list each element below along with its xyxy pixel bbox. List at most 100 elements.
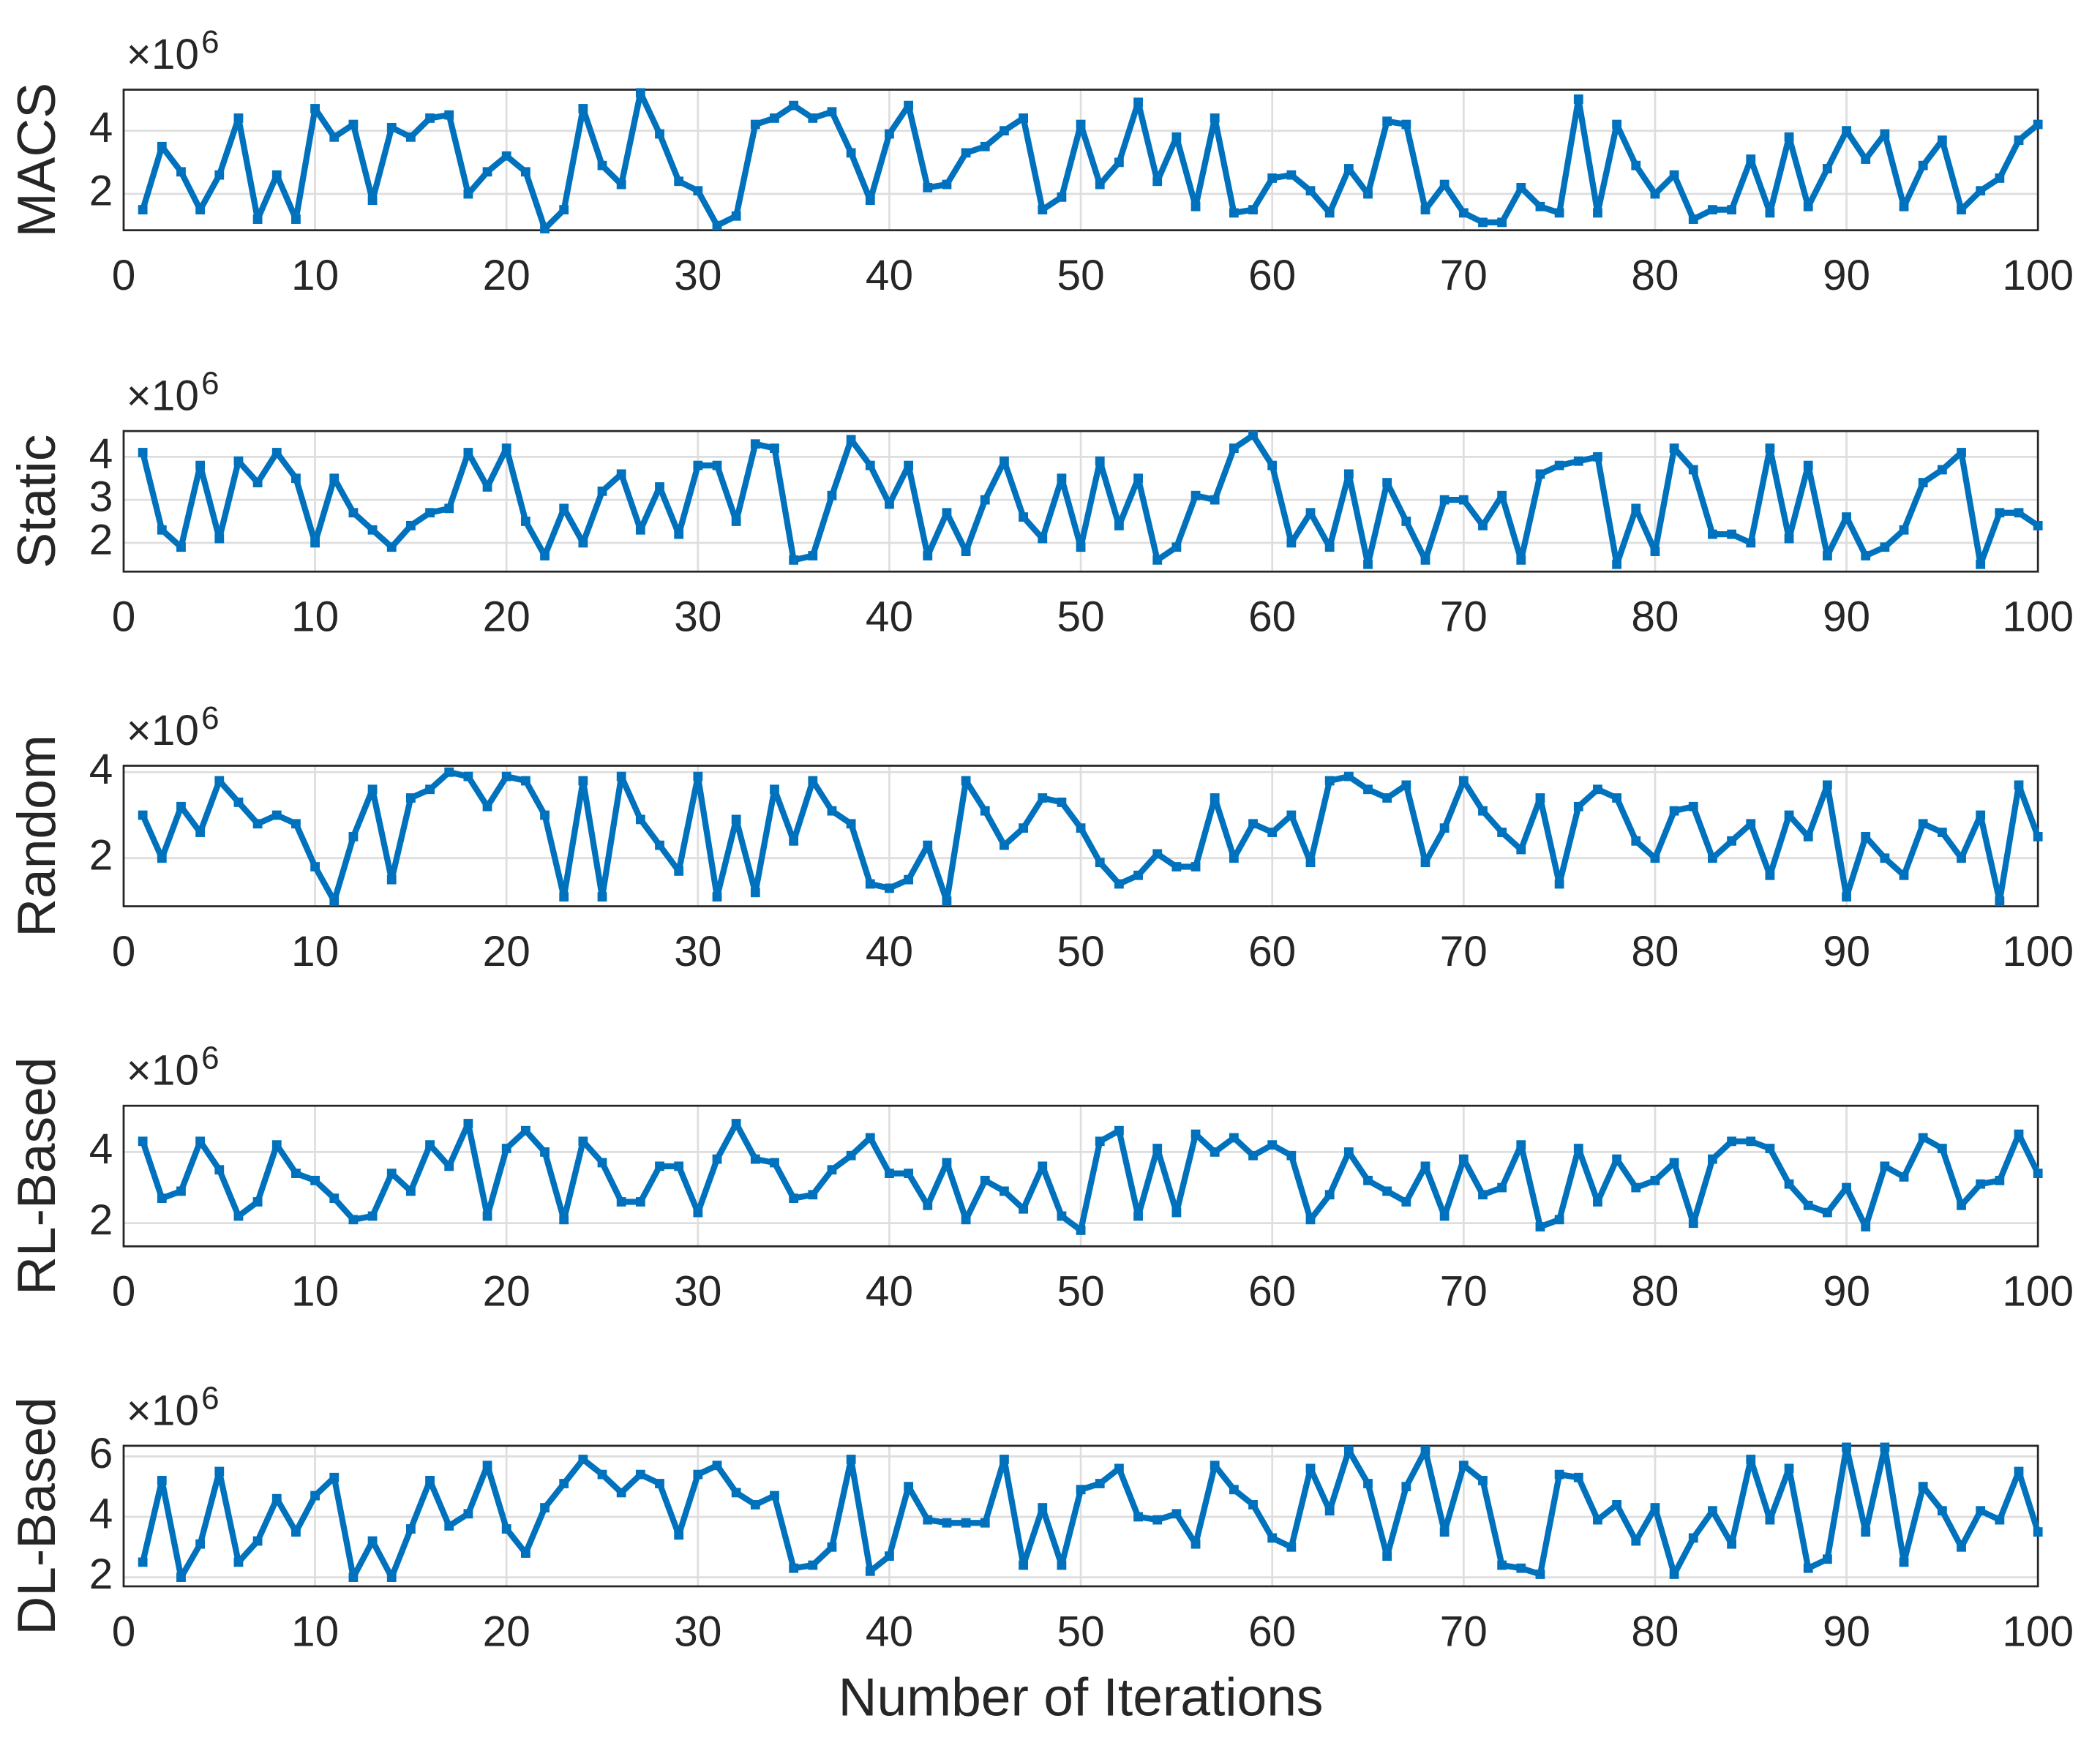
data-point (674, 866, 684, 876)
data-point (1669, 170, 1679, 180)
data-point (1593, 1197, 1602, 1207)
data-point (578, 538, 588, 548)
y-exponent: 6 (201, 365, 219, 401)
data-point (1439, 1211, 1450, 1221)
data-point (1918, 1133, 1928, 1143)
data-point (310, 1491, 320, 1501)
data-point (214, 170, 225, 180)
data-point (348, 1572, 359, 1582)
data-point (138, 1557, 148, 1567)
data-point (2033, 520, 2043, 530)
data-point (2033, 119, 2043, 130)
data-point (865, 879, 875, 889)
data-point (482, 167, 492, 177)
data-point (1305, 1215, 1316, 1225)
data-point (1899, 1172, 1909, 1182)
data-point (1401, 517, 1411, 526)
data-point (655, 1161, 664, 1171)
y-tick-label: 4 (89, 1125, 113, 1173)
data-point (157, 1475, 167, 1485)
data-point (1439, 1527, 1450, 1537)
data-point (1669, 443, 1679, 454)
data-point (291, 473, 301, 484)
data-point (1324, 208, 1335, 218)
data-point (1057, 192, 1067, 202)
data-point (865, 460, 875, 470)
data-point (367, 195, 378, 206)
data-point (1918, 160, 1928, 170)
data-point (655, 482, 664, 492)
data-point (1650, 547, 1660, 556)
x-tick-label: 100 (2002, 252, 2074, 299)
x-tick-label: 30 (674, 252, 721, 299)
x-tick-label: 90 (1823, 593, 1870, 641)
data-point (195, 1136, 206, 1147)
data-point (2014, 780, 2024, 790)
x-tick-label: 50 (1057, 252, 1105, 299)
data-point (1861, 154, 1871, 164)
data-point (1516, 844, 1526, 855)
data-point (501, 443, 511, 454)
data-point (214, 1466, 225, 1477)
data-point (1976, 1179, 1986, 1189)
data-point (1957, 1542, 1966, 1552)
data-point (157, 853, 167, 863)
data-point (1171, 862, 1182, 871)
x-tick-label: 70 (1440, 252, 1488, 299)
data-point (1382, 116, 1392, 127)
data-point (865, 195, 875, 206)
data-point (520, 1125, 530, 1136)
x-tick-label: 60 (1248, 928, 1296, 975)
data-point (1382, 793, 1392, 803)
data-point (1076, 823, 1086, 833)
data-point (329, 896, 340, 906)
x-tick-label: 20 (483, 1608, 530, 1655)
data-point (559, 503, 569, 514)
data-point (1458, 1461, 1469, 1471)
axes-box (122, 1444, 2039, 1588)
y-tick-label: 2 (89, 516, 113, 563)
data-point (1057, 473, 1067, 484)
data-point (540, 224, 550, 233)
data-point (789, 1563, 799, 1573)
data-point (1842, 892, 1851, 902)
data-point (1420, 1161, 1430, 1171)
data-point (367, 1536, 378, 1546)
data-point (808, 1560, 818, 1570)
data-point (942, 896, 952, 906)
data-point (1842, 512, 1851, 522)
data-point (980, 1175, 990, 1185)
data-point (1229, 208, 1239, 218)
data-point (693, 1207, 703, 1218)
data-point (559, 892, 569, 902)
data-point (770, 113, 779, 123)
data-point (1746, 154, 1756, 164)
x-axis-label: Number of Iterations (839, 1668, 1324, 1728)
data-point (655, 129, 664, 139)
data-point (1861, 1222, 1871, 1231)
data-point (961, 1518, 971, 1528)
data-point (444, 1161, 454, 1171)
data-point (1439, 823, 1450, 833)
data-point (597, 160, 607, 170)
data-line (140, 432, 2040, 568)
data-point (1554, 1469, 1564, 1480)
y-tick-label: 6 (89, 1430, 113, 1477)
data-point (1152, 555, 1163, 565)
data-point (1593, 451, 1602, 462)
data-point (1057, 1211, 1067, 1221)
data-point (1497, 217, 1507, 228)
data-point (157, 525, 167, 535)
data-point (808, 776, 818, 786)
data-point (1229, 1133, 1239, 1143)
data-point (501, 1144, 511, 1153)
data-point (195, 460, 206, 470)
data-point (1957, 853, 1966, 863)
x-tick-label: 90 (1823, 928, 1870, 975)
data-point (1171, 1207, 1182, 1218)
data-point (1114, 157, 1124, 168)
data-point (2014, 135, 2024, 146)
data-point (1765, 443, 1775, 454)
data-point (1631, 836, 1641, 846)
axes-box (122, 89, 2039, 232)
